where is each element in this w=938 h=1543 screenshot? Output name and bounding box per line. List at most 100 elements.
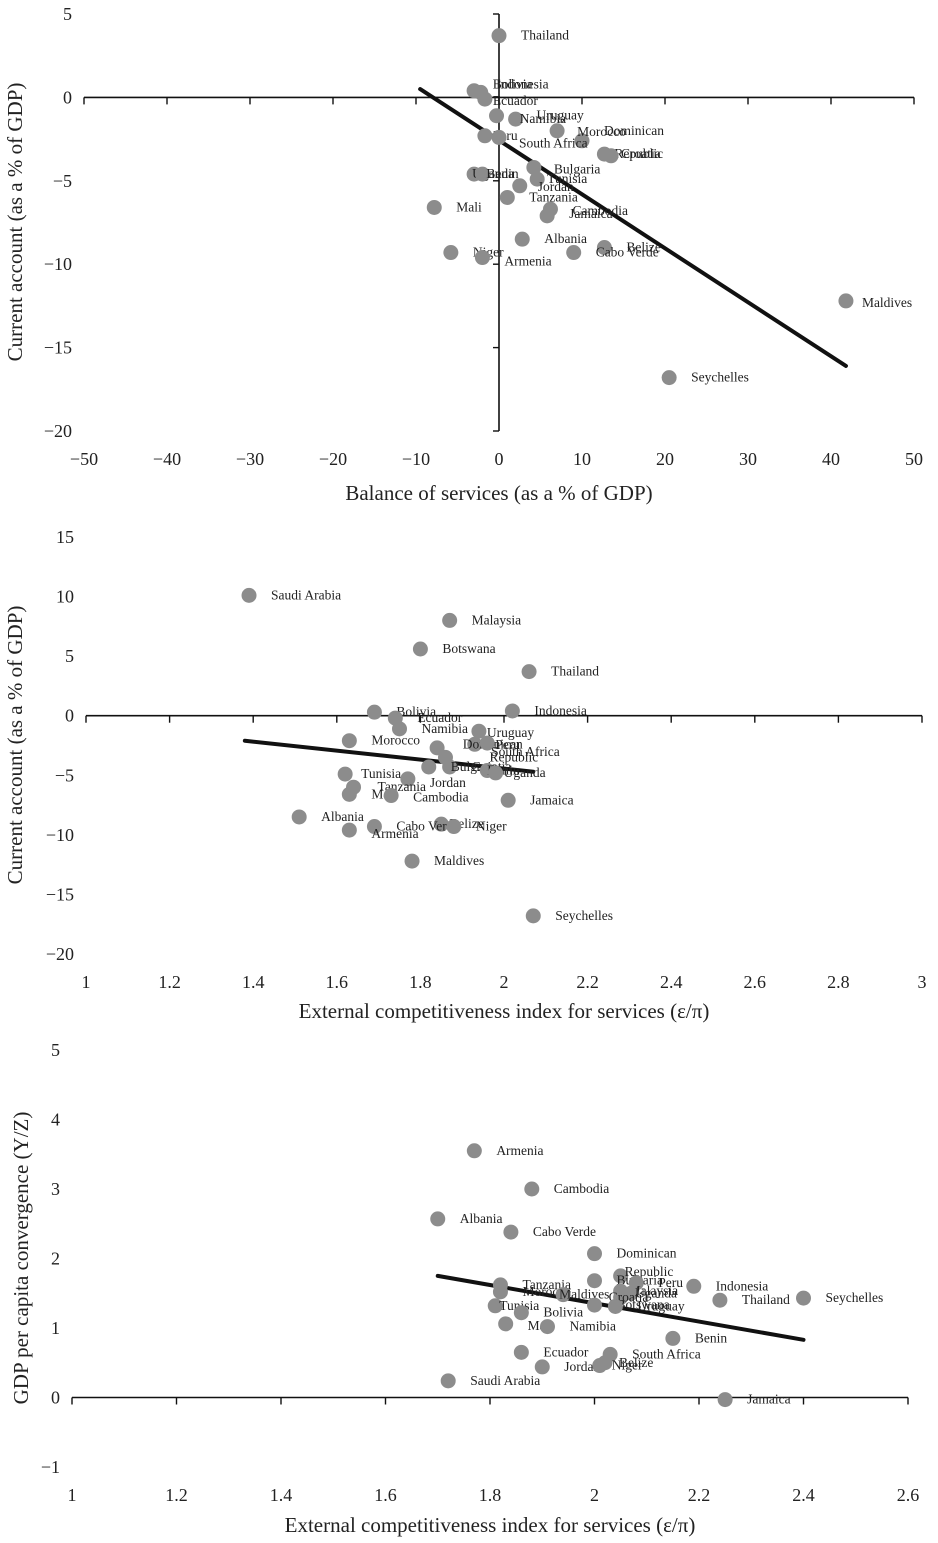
- data-point: [539, 1319, 555, 1335]
- data-point: [686, 1278, 702, 1294]
- point-label: Saudi Arabia: [470, 1373, 540, 1388]
- data-point: [392, 721, 407, 737]
- x-tick-label: 50: [905, 449, 923, 469]
- y-tick-label: −5: [55, 765, 74, 785]
- y-tick-label: 4: [51, 1110, 60, 1130]
- point-label: Cabo Verde: [596, 245, 659, 260]
- point-label: Cambodia: [572, 203, 628, 218]
- point-label: Tunisia: [499, 1298, 539, 1313]
- point-label: Armenia: [496, 1143, 543, 1158]
- point-label: South Africa: [519, 135, 588, 150]
- point-label: Ecuador: [417, 710, 462, 725]
- y-tick-label: −15: [46, 884, 74, 904]
- point-label: Malaysia: [629, 1283, 679, 1298]
- point-label: Croatia: [621, 146, 661, 161]
- data-point: [291, 809, 307, 825]
- data-point: [566, 245, 582, 261]
- point-label: Benin: [486, 166, 518, 181]
- point-label: Bolivia: [543, 1305, 583, 1320]
- data-point: [477, 91, 493, 107]
- point-label: Republic: [489, 749, 538, 764]
- data-point: [526, 159, 542, 175]
- data-point: [446, 819, 462, 835]
- point-label: Indonesia: [534, 703, 586, 718]
- point-label: Tunisia: [361, 766, 401, 781]
- x-tick-label: 2.2: [576, 972, 599, 992]
- data-point: [466, 1143, 482, 1159]
- data-point: [341, 733, 357, 749]
- y-tick-label: 0: [65, 706, 74, 726]
- data-point: [500, 792, 516, 808]
- data-point: [488, 765, 504, 781]
- data-point: [521, 664, 537, 680]
- data-point: [400, 771, 416, 787]
- data-point: [574, 133, 590, 149]
- point-label: Dominican: [604, 123, 664, 138]
- x-tick-label: −50: [70, 449, 98, 469]
- x-tick-label: 2.2: [688, 1485, 711, 1505]
- point-label: Malaysia: [472, 612, 522, 627]
- x-tick-label: 2: [590, 1485, 599, 1505]
- x-tick-label: 40: [822, 449, 840, 469]
- point-label: Uganda: [504, 765, 546, 780]
- point-label: South Africa: [632, 1346, 701, 1361]
- x-tick-label: 1: [82, 972, 91, 992]
- point-label: Bulgaria: [554, 161, 601, 176]
- point-label: Mali: [456, 199, 482, 214]
- point-label: Republic: [614, 146, 663, 161]
- data-point: [498, 1316, 514, 1332]
- data-point: [596, 240, 612, 256]
- point-label: Niger: [612, 1358, 643, 1373]
- data-point: [717, 1392, 733, 1408]
- y-tick-label: 0: [51, 1388, 60, 1408]
- point-label: Tunisia: [547, 171, 587, 186]
- data-point: [712, 1292, 728, 1308]
- data-point: [421, 759, 437, 775]
- data-point: [587, 1297, 602, 1313]
- data-point: [366, 819, 382, 835]
- data-point: [491, 129, 507, 145]
- x-tick-label: 30: [739, 449, 757, 469]
- point-label: Belize: [619, 1355, 653, 1370]
- y-tick-label: 1: [51, 1318, 60, 1338]
- data-point: [838, 293, 854, 309]
- data-point: [613, 1268, 629, 1284]
- y-tick-label: 5: [51, 1040, 60, 1060]
- point-label: Cabo Verde: [533, 1224, 596, 1239]
- data-point: [796, 1290, 811, 1306]
- data-point: [607, 1298, 623, 1314]
- y-axis-title: Current account (as a % of GDP): [3, 83, 27, 362]
- y-tick-label: −5: [53, 171, 72, 191]
- point-label: Jamaica: [530, 792, 573, 807]
- data-point: [440, 1373, 456, 1389]
- y-tick-label: 10: [56, 587, 74, 607]
- data-point: [524, 1181, 540, 1197]
- point-label: Dominican: [617, 1246, 677, 1261]
- point-label: Jordan: [430, 775, 466, 790]
- data-point: [513, 1344, 529, 1360]
- data-point: [534, 1359, 550, 1375]
- y-tick-label: 3: [51, 1179, 60, 1199]
- point-label: Republic: [625, 1264, 674, 1279]
- panel-middle-scatter: 1 1.2 1.4 1.6 1.8 2 2.2 2.4 2.6 2.8 3 15 10 5 0 −5 −10 −1…: [3, 527, 927, 1023]
- point-label: Morocco: [577, 124, 626, 139]
- point-label: Indonesia: [496, 77, 548, 92]
- point-label: Benin: [695, 1330, 727, 1345]
- y-tick-label: −20: [44, 421, 72, 441]
- data-point: [603, 148, 619, 164]
- point-label: Botswana: [617, 1297, 670, 1312]
- x-axis-title: External competitiveness index for servi…: [299, 999, 710, 1023]
- point-label: Armenia: [504, 254, 551, 269]
- data-point: [383, 788, 399, 804]
- x-tick-label: 10: [573, 449, 591, 469]
- y-tick-label: 2: [51, 1249, 60, 1269]
- point-label: Botswana: [442, 641, 495, 656]
- x-tick-label: 3: [918, 972, 927, 992]
- data-point: [512, 178, 528, 194]
- y-tick-label: 5: [65, 646, 74, 666]
- x-tick-label: 2.6: [897, 1485, 920, 1505]
- data-point: [341, 822, 357, 838]
- y-tick-label: −1: [41, 1457, 60, 1477]
- x-tick-label: 2.6: [744, 972, 767, 992]
- data-point: [442, 612, 458, 628]
